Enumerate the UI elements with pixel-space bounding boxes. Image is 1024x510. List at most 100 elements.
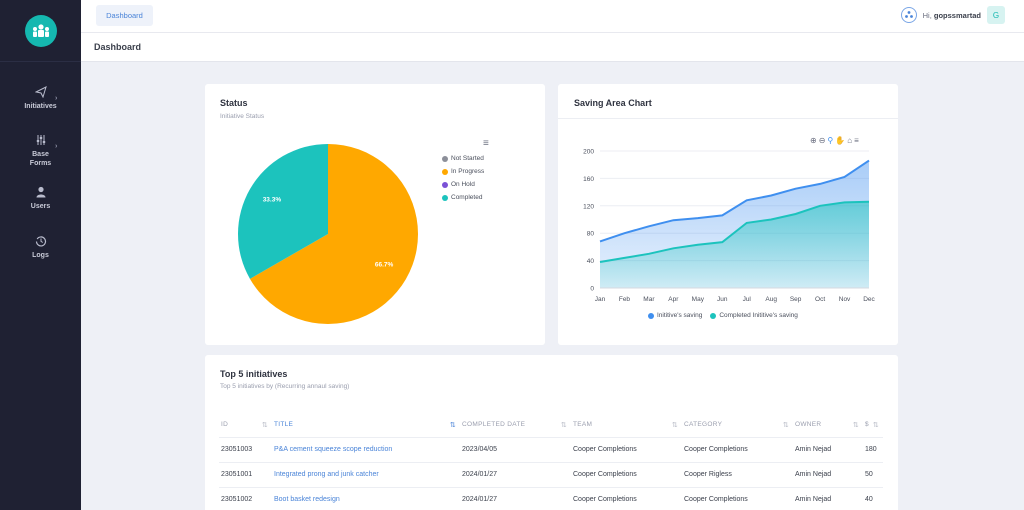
x-tick-label: Aug	[765, 296, 777, 303]
table-row[interactable]: 23051003 P&A cement squeeze scope reduct…	[219, 437, 883, 463]
menu-icon[interactable]: ≡	[854, 136, 859, 145]
cell-category: Cooper Completions	[682, 487, 793, 510]
x-tick-label: Feb	[619, 296, 631, 303]
legend-item-not-started[interactable]: Not Started	[442, 152, 484, 165]
x-tick-label: Sep	[790, 296, 802, 303]
sidebar-item-label: Logs	[32, 252, 49, 259]
legend-item-on-hold[interactable]: On Hold	[442, 178, 484, 191]
column-header-completed-date[interactable]: COMPLETED DATE ⇅	[460, 413, 571, 438]
area-series-completed-saving-fill	[600, 201, 869, 288]
y-tick-label: 120	[583, 203, 594, 210]
sort-icon[interactable]: ⇅	[782, 422, 789, 430]
status-card-title: Status	[220, 98, 248, 108]
chart-toolbar: ⊕ ⊖ ⚲ ✋ ⌂ ≡	[810, 136, 859, 145]
sidebar-item-initiatives[interactable]: Initiatives ›	[0, 86, 81, 111]
cell-id: 23051002	[219, 487, 272, 510]
chevron-right-icon: ›	[55, 143, 58, 150]
sidebar-item-logs[interactable]: Logs	[0, 235, 81, 260]
legend-item-completed-saving[interactable]: Completed Inititive's saving	[710, 312, 798, 319]
column-label: COMPLETED DATE	[462, 421, 526, 429]
user-menu[interactable]: Hi, gopssmartad G	[900, 6, 1005, 24]
cell-team: Cooper Completions	[571, 487, 682, 510]
saving-chart-card: Saving Area Chart ⊕ ⊖ ⚲ ✋ ⌂ ≡ 0 40 80 120 16…	[558, 84, 898, 345]
menu-icon[interactable]: ≡	[483, 138, 489, 149]
table-row[interactable]: 23051002 Boot basket redesign 2024/01/27…	[219, 487, 883, 510]
sidebar-item-base-forms[interactable]: Base Forms ›	[0, 134, 81, 168]
legend-dot	[442, 181, 448, 188]
cell-amount: 180	[863, 437, 883, 463]
x-tick-label: Oct	[815, 296, 825, 303]
legend-label: Completed	[451, 194, 483, 201]
zoom-in-icon[interactable]: ⊕	[810, 136, 817, 145]
x-tick-label: Apr	[668, 296, 679, 303]
status-card: Status Initiative Status 66.7% 33.3% ≡ N…	[205, 84, 545, 345]
cell-id: 23051003	[219, 437, 272, 463]
cell-amount: 50	[863, 462, 883, 488]
pie-label-in-progress: 66.7%	[375, 261, 394, 268]
cell-title-link[interactable]: Boot basket redesign	[272, 487, 460, 510]
sidebar: Initiatives › Base Forms › Users Logs	[0, 0, 81, 510]
legend-dot	[442, 194, 448, 201]
history-icon	[35, 236, 46, 247]
cell-category: Cooper Completions	[682, 437, 793, 463]
x-tick-label: Mar	[643, 296, 655, 303]
cell-title-link[interactable]: P&A cement squeeze scope reduction	[272, 437, 460, 463]
sort-icon[interactable]: ⇅	[560, 422, 567, 430]
sidebar-item-users[interactable]: Users	[0, 186, 81, 211]
legend-item-in-progress[interactable]: In Progress	[442, 165, 484, 178]
column-header-team[interactable]: TEAM ⇅	[571, 413, 682, 438]
breadcrumb-dashboard[interactable]: Dashboard	[96, 5, 153, 26]
avatar[interactable]: G	[987, 6, 1005, 24]
top5-table: ID ⇅ TITLE ⇅ COMPLETED DATE ⇅ TEAM ⇅ CATEGOR…	[219, 413, 883, 510]
pie-slice-completed[interactable]	[238, 144, 328, 279]
page-title: Dashboard	[94, 42, 142, 52]
cell-team: Cooper Completions	[571, 462, 682, 488]
zoom-select-icon[interactable]: ⚲	[827, 136, 834, 145]
pie-slice-in-progress[interactable]	[249, 144, 418, 324]
sidebar-item-label: Base Forms	[29, 151, 52, 167]
sliders-icon	[36, 135, 45, 145]
legend-label: In Progress	[451, 168, 485, 175]
legend-label: Not Started	[451, 155, 484, 162]
pan-hand-icon[interactable]: ✋	[835, 136, 846, 145]
top5-subtitle: Top 5 initiatives by (Recurring annaul s…	[220, 383, 350, 390]
column-header-amount[interactable]: $ ⇅	[863, 413, 883, 438]
sidebar-item-label: Users	[30, 203, 51, 210]
status-pie-chart: 66.7% 33.3%	[238, 144, 418, 324]
cell-team: Cooper Completions	[571, 437, 682, 463]
column-label: TITLE	[274, 421, 294, 429]
status-card-subtitle: Initiative Status	[220, 113, 265, 120]
zoom-out-icon[interactable]: ⊖	[818, 136, 826, 145]
x-tick-label: Jul	[743, 296, 752, 303]
y-tick-label: 80	[587, 231, 595, 238]
column-header-owner[interactable]: OWNER ⇅	[793, 413, 863, 438]
y-tick-label: 160	[583, 176, 594, 183]
sort-icon[interactable]: ⇅	[671, 422, 678, 430]
column-label: OWNER	[795, 421, 822, 429]
brand-logo[interactable]	[24, 14, 57, 47]
sort-icon[interactable]: ⇅	[261, 422, 268, 430]
table-row[interactable]: 23051001 Integrated prong and junk catch…	[219, 462, 883, 488]
sort-icon[interactable]: ⇅	[872, 422, 879, 430]
legend-item-completed[interactable]: Completed	[442, 191, 484, 204]
switch-icon[interactable]	[900, 7, 917, 23]
x-tick-label: Jan	[595, 296, 606, 303]
page-header: Dashboard	[81, 33, 1024, 62]
legend-item-initiative-saving[interactable]: Inititive's saving	[648, 312, 702, 319]
cell-title-link[interactable]: Integrated prong and junk catcher	[272, 462, 460, 488]
sidebar-item-label: Initiatives	[24, 103, 57, 110]
top-header: Dashboard Hi, gopssmartad G	[81, 0, 1024, 33]
cell-owner: Amin Nejad	[793, 437, 863, 463]
cell-owner: Amin Nejad	[793, 462, 863, 488]
column-header-category[interactable]: CATEGORY ⇅	[682, 413, 793, 438]
x-tick-label: Dec	[863, 296, 875, 303]
column-header-id[interactable]: ID ⇅	[219, 413, 272, 438]
sort-icon[interactable]: ⇅	[449, 422, 456, 430]
top5-card: Top 5 initiatives Top 5 initiatives by (…	[205, 355, 898, 510]
column-header-title[interactable]: TITLE ⇅	[272, 413, 460, 438]
home-reset-icon[interactable]: ⌂	[847, 136, 853, 145]
cell-owner: Amin Nejad	[793, 487, 863, 510]
user-icon	[36, 186, 45, 198]
sort-icon[interactable]: ⇅	[852, 422, 859, 430]
y-tick-label: 40	[587, 258, 595, 265]
